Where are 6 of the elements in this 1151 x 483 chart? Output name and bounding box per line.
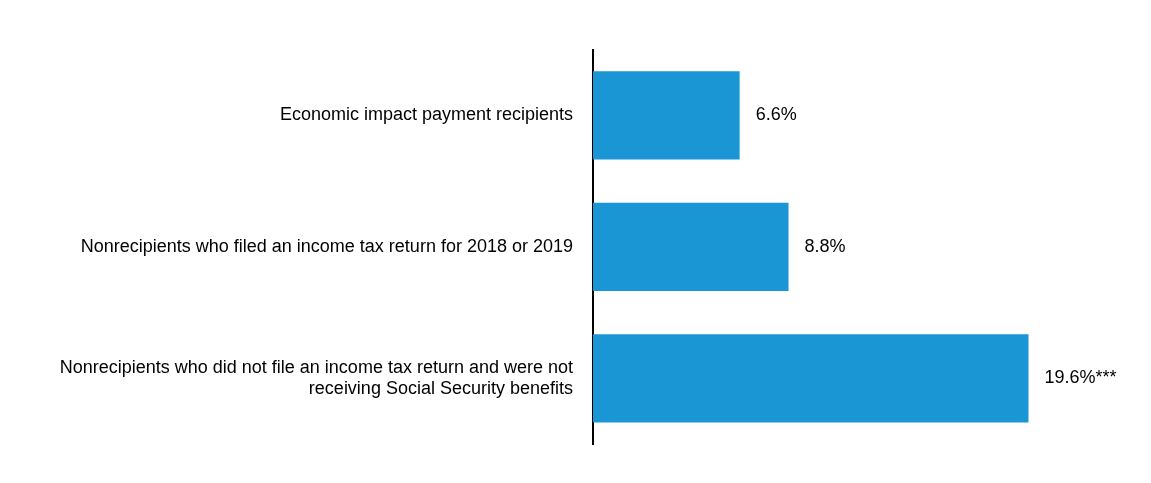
data-label: 6.6% <box>755 104 797 125</box>
y-tick-label: Economic impact payment recipients <box>279 104 573 125</box>
data-label: 8.8% <box>804 235 846 256</box>
y-tick-label: Nonrecipients who filed an income tax return for 2018 or 2019 <box>80 235 573 256</box>
data-label: 19.6%*** <box>1044 367 1117 388</box>
y-tick-label: Nonrecipients who did not file an income tax return and were not receiving Social Security benefits <box>59 356 573 399</box>
